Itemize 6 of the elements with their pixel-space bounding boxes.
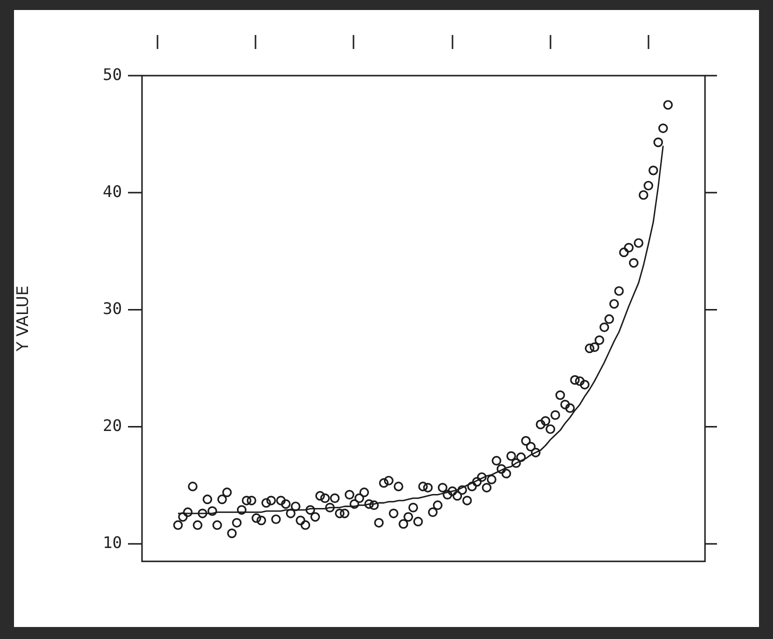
y-axis-title: Y VALUE [12, 286, 32, 352]
y-tick-label: 30 [102, 298, 122, 318]
y-tick-label: 20 [102, 416, 122, 435]
y-tick-label: 10 [102, 532, 122, 552]
y-tick-label: 40 [102, 182, 122, 201]
y-tick-label: 50 [102, 64, 122, 84]
